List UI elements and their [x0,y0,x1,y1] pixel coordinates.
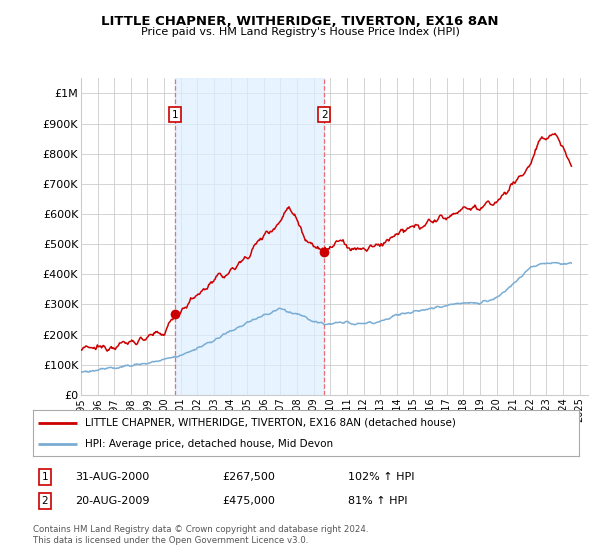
Bar [175,78,324,395]
Text: Price paid vs. HM Land Registry's House Price Index (HPI): Price paid vs. HM Land Registry's House … [140,27,460,37]
Text: £267,500: £267,500 [222,472,275,482]
Text: 2: 2 [321,110,328,120]
Text: 1: 1 [172,110,179,120]
Text: 20-AUG-2009: 20-AUG-2009 [75,496,149,506]
Text: LITTLE CHAPNER, WITHERIDGE, TIVERTON, EX16 8AN (detached house): LITTLE CHAPNER, WITHERIDGE, TIVERTON, EX… [85,418,456,428]
Text: 102% ↑ HPI: 102% ↑ HPI [348,472,415,482]
Text: LITTLE CHAPNER, WITHERIDGE, TIVERTON, EX16 8AN: LITTLE CHAPNER, WITHERIDGE, TIVERTON, EX… [101,15,499,27]
Text: £475,000: £475,000 [222,496,275,506]
Text: Contains HM Land Registry data © Crown copyright and database right 2024.
This d: Contains HM Land Registry data © Crown c… [33,525,368,545]
Text: 1: 1 [41,472,49,482]
Text: 2: 2 [41,496,49,506]
Text: 31-AUG-2000: 31-AUG-2000 [75,472,149,482]
Text: HPI: Average price, detached house, Mid Devon: HPI: Average price, detached house, Mid … [85,439,333,449]
Text: 81% ↑ HPI: 81% ↑ HPI [348,496,407,506]
